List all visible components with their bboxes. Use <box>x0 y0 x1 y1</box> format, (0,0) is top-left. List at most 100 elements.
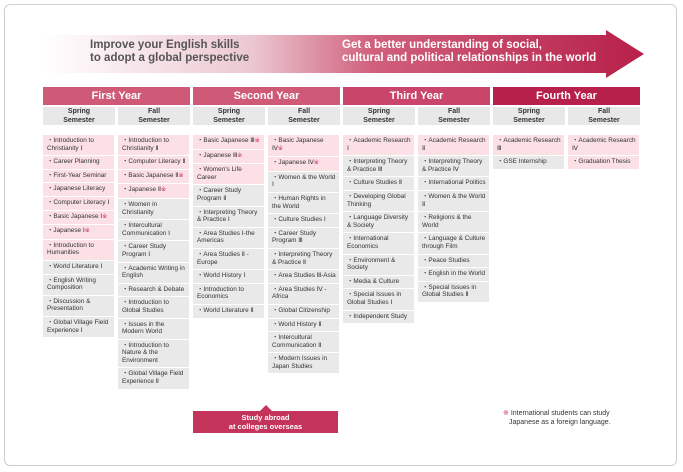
course-item: ・Global Citizenship <box>268 305 339 319</box>
course-name: Women & the World Ⅱ <box>422 192 486 208</box>
course-name: Career Study Program Ⅰ <box>122 243 167 258</box>
course-item: ・Peace Studies <box>418 255 489 269</box>
semester-label-suffix: Semester <box>438 116 470 124</box>
course-column: ・Academic Research Ⅰ ・Interpreting Theory… <box>343 135 414 325</box>
course-item: ・Discussion & Presentation <box>43 296 114 317</box>
intl-student-mark-icon: ※ <box>84 228 90 235</box>
course-item: ・Global Village Field Experience Ⅰ <box>43 317 114 339</box>
course-item: ・Environment & Society <box>343 255 414 276</box>
semester-label-suffix: Semester <box>513 116 545 124</box>
course-item: ・Introduction to Global Studies <box>118 297 189 319</box>
intl-student-mark-icon: ※ <box>277 145 283 152</box>
course-item: ・Women & the World Ⅱ <box>418 191 489 213</box>
course-item: ・Global Village Field Experience Ⅱ <box>118 368 189 390</box>
course-item: ・Religions & the World <box>418 212 489 234</box>
course-item: ・World Literature Ⅰ <box>43 261 114 275</box>
semester-header: Spring Semester <box>343 107 415 125</box>
semester-header: Fall Semester <box>118 107 190 125</box>
course-name: Women in Christianity <box>122 200 158 216</box>
course-item: ・World History Ⅰ <box>193 270 264 284</box>
course-name: Basic Japanese Ⅳ <box>272 137 324 152</box>
course-name: Introduction to Global Studies <box>122 299 169 314</box>
course-name: Basic Japanese Ⅲ <box>203 137 255 144</box>
course-name: International Economics <box>347 235 389 250</box>
semester-label-suffix: Semester <box>363 116 395 124</box>
study-abroad-arrow-icon <box>260 405 272 411</box>
course-name: Basic Japanese Ⅰ <box>53 212 103 220</box>
course-name: Career Study Program Ⅱ <box>197 187 242 202</box>
course-name: International Politics <box>428 179 486 187</box>
course-column: ・Academic Research Ⅲ ・GSE Internship <box>493 135 564 170</box>
course-name: Area Studies Ⅰ-the Americas <box>197 229 255 245</box>
course-item: ・GSE Internship <box>493 156 564 170</box>
course-item: ・International Politics <box>418 177 489 191</box>
course-item: ・Graduation Thesis <box>568 156 639 170</box>
semester-label-suffix: Semester <box>588 116 620 124</box>
course-name: Japanese Ⅱ <box>128 186 162 194</box>
banner-left-line-1: Improve your English skills <box>90 39 240 51</box>
course-item: ・World History Ⅱ <box>268 319 339 333</box>
course-column: ・Basic Japanese Ⅳ※ ・Japanese Ⅳ※ ・Women & t… <box>268 135 339 375</box>
course-name: English Writing Composition <box>47 276 96 292</box>
course-name: Intercultural Communication Ⅰ <box>122 222 171 237</box>
course-item: ・Women in Christianity <box>118 199 189 221</box>
course-name: Career Study Program Ⅲ <box>272 229 317 245</box>
semester-label: Spring <box>517 108 541 115</box>
note-line-1: International students can study <box>510 410 610 417</box>
banner-right-text: Get a better understanding of social, cu… <box>342 39 612 65</box>
course-name: Language Diversity & Society <box>347 214 409 229</box>
course-name: Introduction to Humanities <box>47 241 94 257</box>
course-column: ・Academic Research Ⅱ ・Interpreting Theory… <box>418 135 489 303</box>
intl-student-mark-icon: ※ <box>178 172 184 179</box>
course-item: ・Special Issues in Global Studies Ⅱ <box>418 282 489 303</box>
course-column: ・Introduction to Christianity Ⅰ ・Career P… <box>43 135 114 339</box>
course-item: ・Japanese Ⅰ※ <box>43 225 114 240</box>
course-name: Basic Japanese Ⅱ <box>128 171 179 179</box>
semester-label-suffix: Semester <box>138 116 170 124</box>
course-name: Language & Culture through Film <box>422 235 486 250</box>
course-name: Women's Life Career <box>197 166 242 181</box>
year-header: Fourth Year <box>493 87 640 105</box>
course-item: ・Introduction to Economics <box>193 284 264 305</box>
year-header: First Year <box>43 87 190 105</box>
course-name: Environment & Society <box>347 256 396 272</box>
semester-label: Spring <box>217 108 241 115</box>
course-name: Computer Literacy Ⅱ <box>128 158 186 166</box>
course-item: ・International Economics <box>343 233 414 255</box>
course-name: Academic Research Ⅳ <box>572 137 636 152</box>
course-item: ・Computer Literacy Ⅱ <box>118 156 189 170</box>
course-item: ・Career Study Program Ⅱ <box>193 185 264 207</box>
course-item: ・Interpreting Theory & Practice Ⅳ <box>418 156 489 178</box>
course-item: ・English Writing Composition <box>43 275 114 296</box>
course-name: Intercultural Communication Ⅱ <box>272 334 322 349</box>
course-item: ・Computer Literacy Ⅰ <box>43 196 114 211</box>
course-name: Global Village Field Experience Ⅰ <box>47 318 109 334</box>
course-item: ・Women & the World Ⅰ <box>268 172 339 193</box>
course-name: Japanese Literacy <box>53 185 106 193</box>
course-name: Special Issues in Global Studies Ⅱ <box>422 283 477 299</box>
course-name: World History Ⅱ <box>278 320 322 328</box>
course-name: Special Issues in Global Studies Ⅰ <box>347 291 402 306</box>
course-name: Global Citizenship <box>278 306 330 314</box>
course-name: GSE Internship <box>503 158 547 166</box>
semester-label: Fall <box>597 108 611 115</box>
course-item: ・Academic Research Ⅱ <box>418 135 489 157</box>
course-name: Academic Research Ⅲ <box>497 137 561 152</box>
course-name: Independent Study <box>353 312 408 320</box>
intl-student-mark-icon: ※ <box>313 160 319 167</box>
course-item: ・World Literature Ⅱ <box>193 305 264 319</box>
course-name: Japanese Ⅳ <box>278 159 314 167</box>
semester-label: Fall <box>147 108 161 115</box>
banner-right-line-1: Get a better understanding of social, <box>342 39 543 51</box>
course-name: Introduction to Christianity Ⅱ <box>122 137 169 152</box>
course-item: ・Academic Research Ⅰ <box>343 135 414 157</box>
course-name: Introduction to Christianity Ⅰ <box>47 137 94 152</box>
course-item: ・Language & Culture through Film <box>418 233 489 255</box>
course-name: Academic Research Ⅰ <box>347 137 411 152</box>
banner-left-text: Improve your English skills to adopt a g… <box>90 39 310 65</box>
course-name: Research & Debate <box>128 285 185 293</box>
study-abroad-line-2: at colleges overseas <box>228 422 303 431</box>
course-name: Japanese Ⅰ <box>53 227 85 235</box>
semester-label: Spring <box>67 108 91 115</box>
course-item: ・Culture Studies Ⅰ <box>268 214 339 228</box>
